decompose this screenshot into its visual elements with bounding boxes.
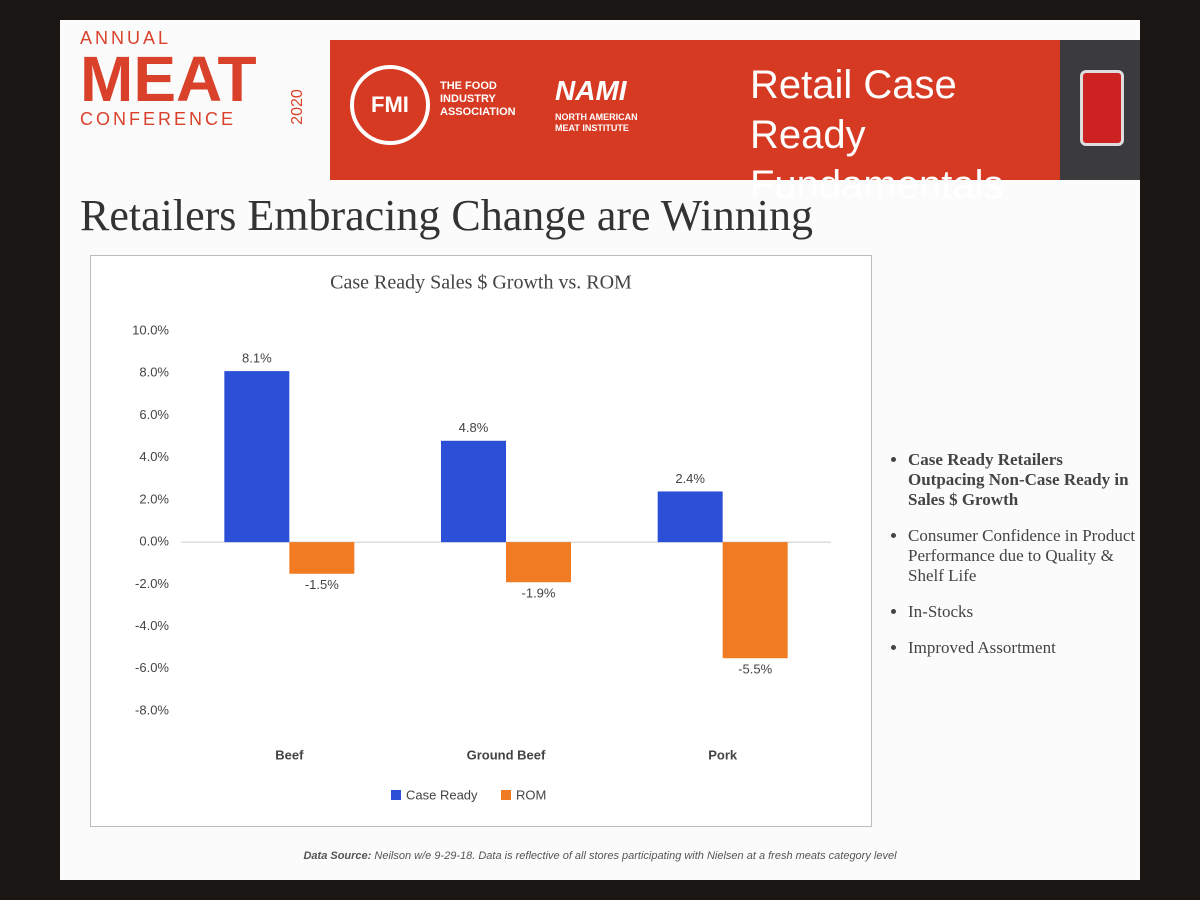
nami-name: NORTH AMERICAN MEAT INSTITUTE (555, 112, 638, 133)
bar (722, 542, 788, 659)
value-label: 2.4% (675, 471, 705, 486)
bar (441, 440, 506, 543)
y-tick-label: 2.0% (139, 491, 169, 506)
value-label: -5.5% (738, 662, 772, 677)
legend-swatch (391, 790, 401, 800)
banner: FMI THE FOOD INDUSTRY ASSOCIATION NAMI N… (330, 40, 1060, 207)
logo-meat: MEAT (80, 43, 257, 115)
source: Data Source: Neilson w/e 9-29-18. Data i… (60, 850, 1140, 862)
chart-title: Case Ready Sales $ Growth vs. ROM (330, 272, 632, 294)
chart: Case Ready Sales $ Growth vs. ROM 10.0% 8… (132, 272, 831, 802)
y-tick-label: 10.0% (132, 322, 169, 337)
bar (289, 542, 355, 574)
value-label: -1.9% (522, 586, 556, 601)
value-label: 8.1% (242, 351, 272, 366)
nami-mark: NAMI (555, 75, 627, 106)
bullets: Case Ready Retailers Outpacing Non-Case … (890, 450, 1138, 674)
source-text: Neilson w/e 9-29-18. Data is reflective … (374, 850, 897, 862)
fmi-name: THE FOOD INDUSTRY ASSOCIATION (440, 80, 516, 118)
bullet: In-Stocks (908, 602, 1138, 622)
banner-title: Retail Case Ready Fundamentals (750, 63, 1004, 207)
bar (224, 371, 290, 543)
bullet: Case Ready Retailers Outpacing Non-Case … (908, 450, 1138, 510)
y-tick-label: -2.0% (135, 576, 169, 591)
source-label: Data Source: (303, 850, 372, 862)
logo-conference: CONFERENCE (80, 109, 237, 129)
phone-image (1060, 40, 1140, 180)
y-tick-label: -6.0% (135, 660, 169, 675)
x-tick-label: Ground Beef (467, 747, 546, 762)
phone (1080, 70, 1124, 146)
logo-year: 2020 (288, 89, 306, 125)
value-label: 4.8% (459, 420, 489, 435)
value-label: -1.5% (305, 577, 339, 592)
y-tick-label: 6.0% (139, 407, 169, 422)
legend-swatch (501, 790, 511, 800)
slide-title: Retailers Embracing Change are Winning (80, 191, 813, 240)
y-tick-label: -4.0% (135, 618, 169, 633)
bullet: Improved Assortment (908, 638, 1138, 658)
slide: ANNUAL MEAT CONFERENCE 2020 FMI THE FOOD… (60, 20, 1140, 880)
logo-annual: ANNUAL (80, 28, 172, 48)
y-tick-label: -8.0% (135, 702, 169, 717)
x-tick-label: Beef (275, 747, 304, 762)
legend-label: Case Ready (406, 787, 478, 802)
chart-box: Case Ready Sales $ Growth vs. ROM 10.0% 8… (90, 255, 872, 827)
legend-label: ROM (516, 787, 546, 802)
y-tick-label: 4.0% (139, 449, 169, 464)
bullet: Consumer Confidence in Product Performan… (908, 526, 1138, 586)
fmi-mark: FMI (350, 65, 430, 145)
y-tick-label: 0.0% (139, 534, 169, 549)
y-tick-label: 8.0% (139, 365, 169, 380)
x-tick-label: Pork (708, 747, 738, 762)
logo: ANNUAL MEAT CONFERENCE 2020 (80, 28, 320, 130)
bar (657, 491, 723, 543)
bar (506, 542, 571, 583)
